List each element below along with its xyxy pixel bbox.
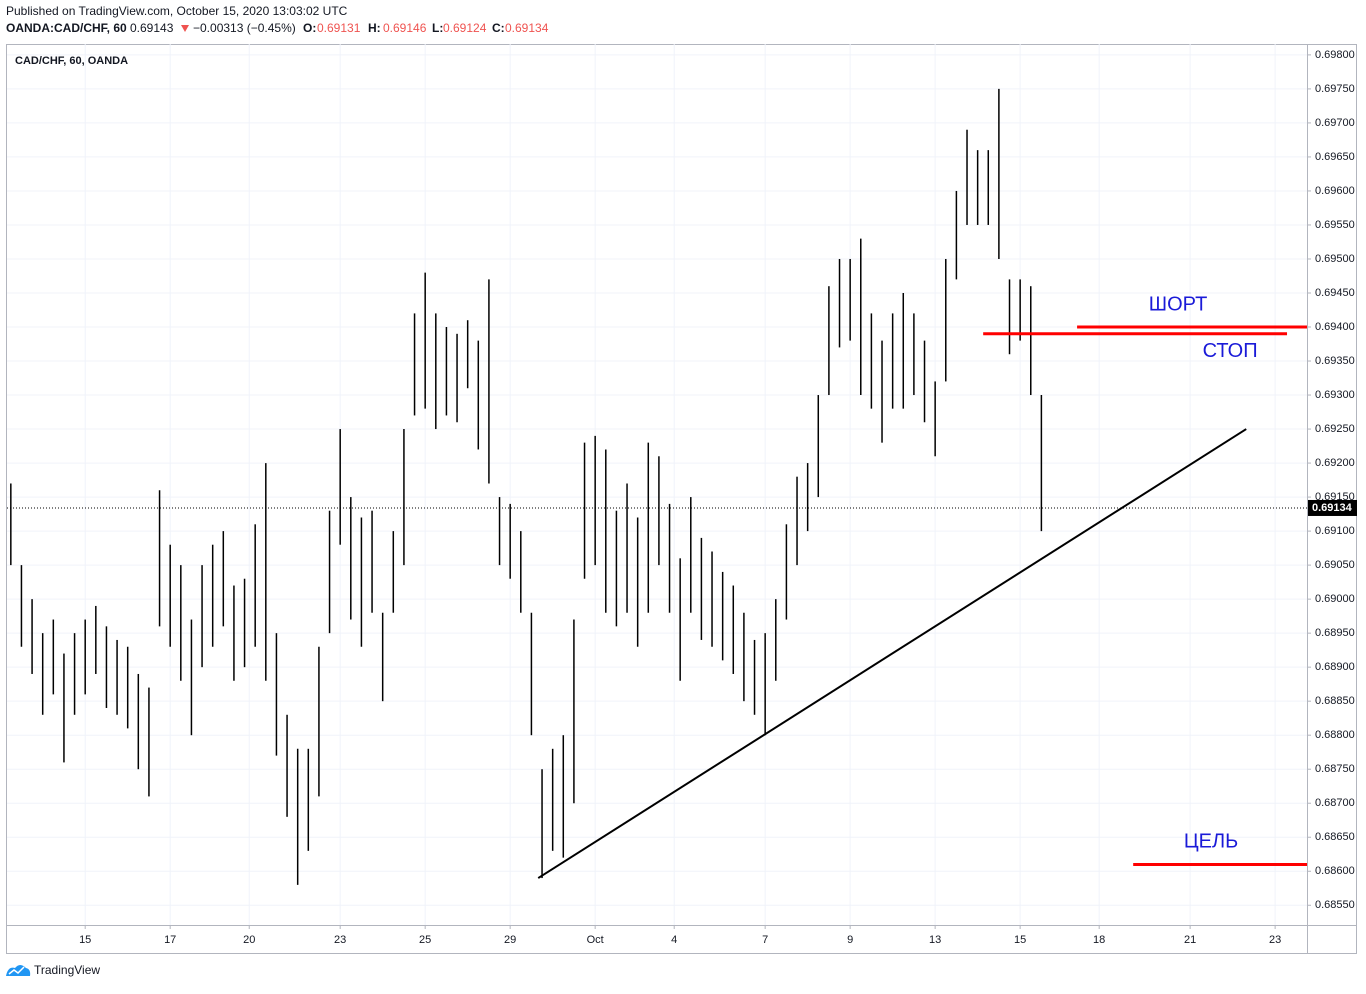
- y-tick-label: 0.68600: [1315, 865, 1355, 877]
- y-tick-label: 0.69200: [1315, 457, 1355, 469]
- x-tick-label: 29: [504, 934, 516, 946]
- published: Published on TradingView.com, October 15…: [6, 4, 348, 18]
- y-tick-label: 0.69350: [1315, 355, 1355, 367]
- y-tick-label: 0.68700: [1315, 797, 1355, 809]
- y-tick-label: 0.68650: [1315, 831, 1355, 843]
- chart-title: CAD/CHF, 60, OANDA: [15, 55, 128, 67]
- y-tick-label: 0.69800: [1315, 49, 1355, 61]
- annotation-text: ШОРТ: [1149, 293, 1208, 315]
- header: Published on TradingView.com, October 15…: [6, 4, 549, 35]
- h-label: H:: [368, 21, 381, 35]
- y-tick-label: 0.69100: [1315, 525, 1355, 537]
- y-tick-label: 0.68750: [1315, 763, 1355, 775]
- y-tick-label: 0.69250: [1315, 423, 1355, 435]
- y-tick-label: 0.69450: [1315, 287, 1355, 299]
- y-tick-label: 0.69050: [1315, 559, 1355, 571]
- y-tick-label: 0.69600: [1315, 185, 1355, 197]
- x-tick-label: 25: [419, 934, 431, 946]
- down-arrow: [181, 25, 189, 32]
- x-tick-label: 23: [1269, 934, 1281, 946]
- y-tick-label: 0.69650: [1315, 151, 1355, 163]
- x-tick-label: Oct: [587, 934, 604, 946]
- logo-line: [8, 966, 25, 975]
- y-tick-label: 0.69400: [1315, 321, 1355, 333]
- trendline: [537, 428, 1247, 879]
- x-tick-label: 18: [1093, 934, 1105, 946]
- x-tick-label: 13: [929, 934, 941, 946]
- annotation-text: ЦЕЛЬ: [1184, 831, 1238, 853]
- last-price-box: [1308, 499, 1357, 516]
- annotation-text: СТОП: [1203, 340, 1258, 362]
- open: 0.69131: [317, 21, 361, 35]
- y-tick-label: 0.69500: [1315, 253, 1355, 265]
- high: 0.69146: [383, 21, 427, 35]
- grid: [7, 44, 1307, 925]
- x-tick-label: 7: [762, 934, 768, 946]
- x-tick-label: 4: [671, 934, 677, 946]
- y-tick-label: 0.68950: [1315, 627, 1355, 639]
- y-tick-label: 0.69300: [1315, 389, 1355, 401]
- x-tick-label: 20: [243, 934, 255, 946]
- y-tick-label: 0.68800: [1315, 729, 1355, 741]
- low: 0.69124: [443, 21, 487, 35]
- symbol: OANDA:CAD/CHF, 60: [6, 21, 127, 35]
- x-tick-label: 23: [334, 934, 346, 946]
- x-tick-label: 17: [164, 934, 176, 946]
- y-tick-label: 0.69000: [1315, 593, 1355, 605]
- change: −0.00313 (−0.45%): [193, 21, 296, 35]
- footer-logo: TradingView: [6, 963, 100, 977]
- price: 0.69143: [130, 21, 174, 35]
- x-tick-label: 9: [847, 934, 853, 946]
- footer-text: TradingView: [34, 963, 100, 977]
- y-tick-label: 0.68550: [1315, 899, 1355, 911]
- x-tick-label: 15: [79, 934, 91, 946]
- y-tick-label: 0.69550: [1315, 219, 1355, 231]
- close: 0.69134: [505, 21, 549, 35]
- last-price-label: 0.69134: [1312, 502, 1353, 514]
- x-tick-label: 21: [1184, 934, 1196, 946]
- l-label: L:: [432, 21, 443, 35]
- x-tick-label: 15: [1014, 934, 1026, 946]
- y-tick-label: 0.68900: [1315, 661, 1355, 673]
- c-label: C:: [492, 21, 505, 35]
- y-tick-label: 0.69700: [1315, 117, 1355, 129]
- y-tick-label: 0.68850: [1315, 695, 1355, 707]
- y-tick-label: 0.69750: [1315, 83, 1355, 95]
- o-label: O:: [303, 21, 316, 35]
- chart-frame: [6, 44, 1357, 954]
